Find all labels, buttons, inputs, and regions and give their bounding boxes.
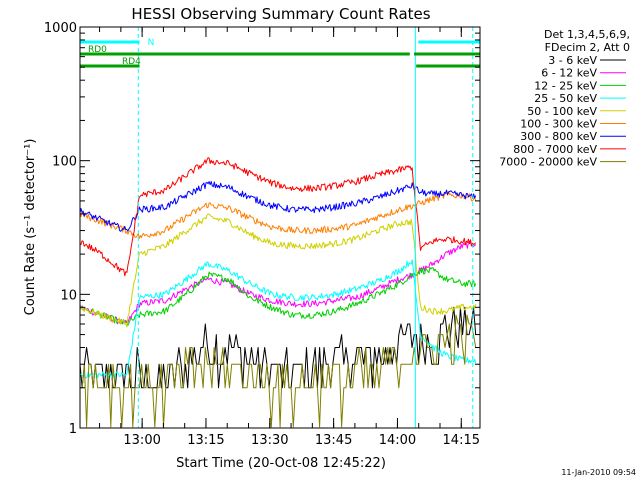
legend-label-1: 6 - 12 keV: [541, 67, 597, 80]
legend-label-8: 7000 - 20000 keV: [499, 156, 597, 169]
series-line-2: [79, 267, 477, 326]
y-tick-label-3: 1000: [44, 21, 77, 36]
series-line-1: [79, 240, 477, 325]
flags-layer: N RD0 RD4: [80, 38, 480, 68]
legend: Det 1,3,4,5,6,9, FDecim 2, Att 0 3 - 6 k…: [499, 28, 630, 169]
series-line-8: [80, 314, 477, 428]
y-tick-label-1: 10: [60, 288, 77, 303]
axes-layer: 1 10 100 1000 13:00 13:15 13:30 13:45 14:00 14:15: [44, 21, 481, 448]
x-tick-label-0: 13:00: [123, 433, 160, 448]
x-tick-label-1: 13:15: [187, 433, 224, 448]
x-axis-label: Start Time (20-Oct-08 12:45:22): [176, 456, 386, 471]
legend-label-2: 12 - 25 keV: [534, 79, 597, 92]
series-line-6: [79, 181, 477, 232]
legend-label-7: 800 - 7000 keV: [513, 143, 597, 156]
series-line-4: [79, 213, 477, 328]
flag-label-2: RD4: [122, 57, 141, 67]
x-tick-label-5: 14:15: [443, 433, 480, 448]
plot-content: [79, 27, 477, 428]
legend-header-line-2: FDecim 2, Att 0: [545, 41, 630, 54]
flag-label-1: RD0: [88, 45, 107, 55]
plot-frame: [79, 26, 481, 429]
x-tick-label-3: 13:45: [315, 433, 352, 448]
y-tick-label-0: 1: [69, 422, 77, 437]
legend-label-3: 25 - 50 keV: [534, 92, 597, 105]
chart-title: HESSI Observing Summary Count Rates: [131, 5, 430, 23]
legend-label-0: 3 - 6 keV: [548, 54, 597, 67]
y-tick-label-2: 100: [52, 155, 77, 170]
legend-header-line-1: Det 1,3,4,5,6,9,: [544, 28, 630, 41]
footer-date: 11-Jan-2010 09:54: [561, 468, 636, 477]
series-line-7: [79, 157, 477, 277]
series-line-5: [79, 191, 477, 239]
legend-label-4: 50 - 100 keV: [527, 105, 597, 118]
flag-label-0: N: [148, 38, 155, 48]
legend-label-5: 100 - 300 keV: [520, 118, 597, 131]
y-axis-label: Count Rate (s⁻¹ detector⁻¹): [23, 139, 38, 316]
series-line-3: [79, 259, 477, 379]
x-tick-label-2: 13:30: [251, 433, 288, 448]
legend-label-6: 300 - 800 keV: [520, 130, 597, 143]
x-tick-label-4: 14:00: [379, 433, 416, 448]
